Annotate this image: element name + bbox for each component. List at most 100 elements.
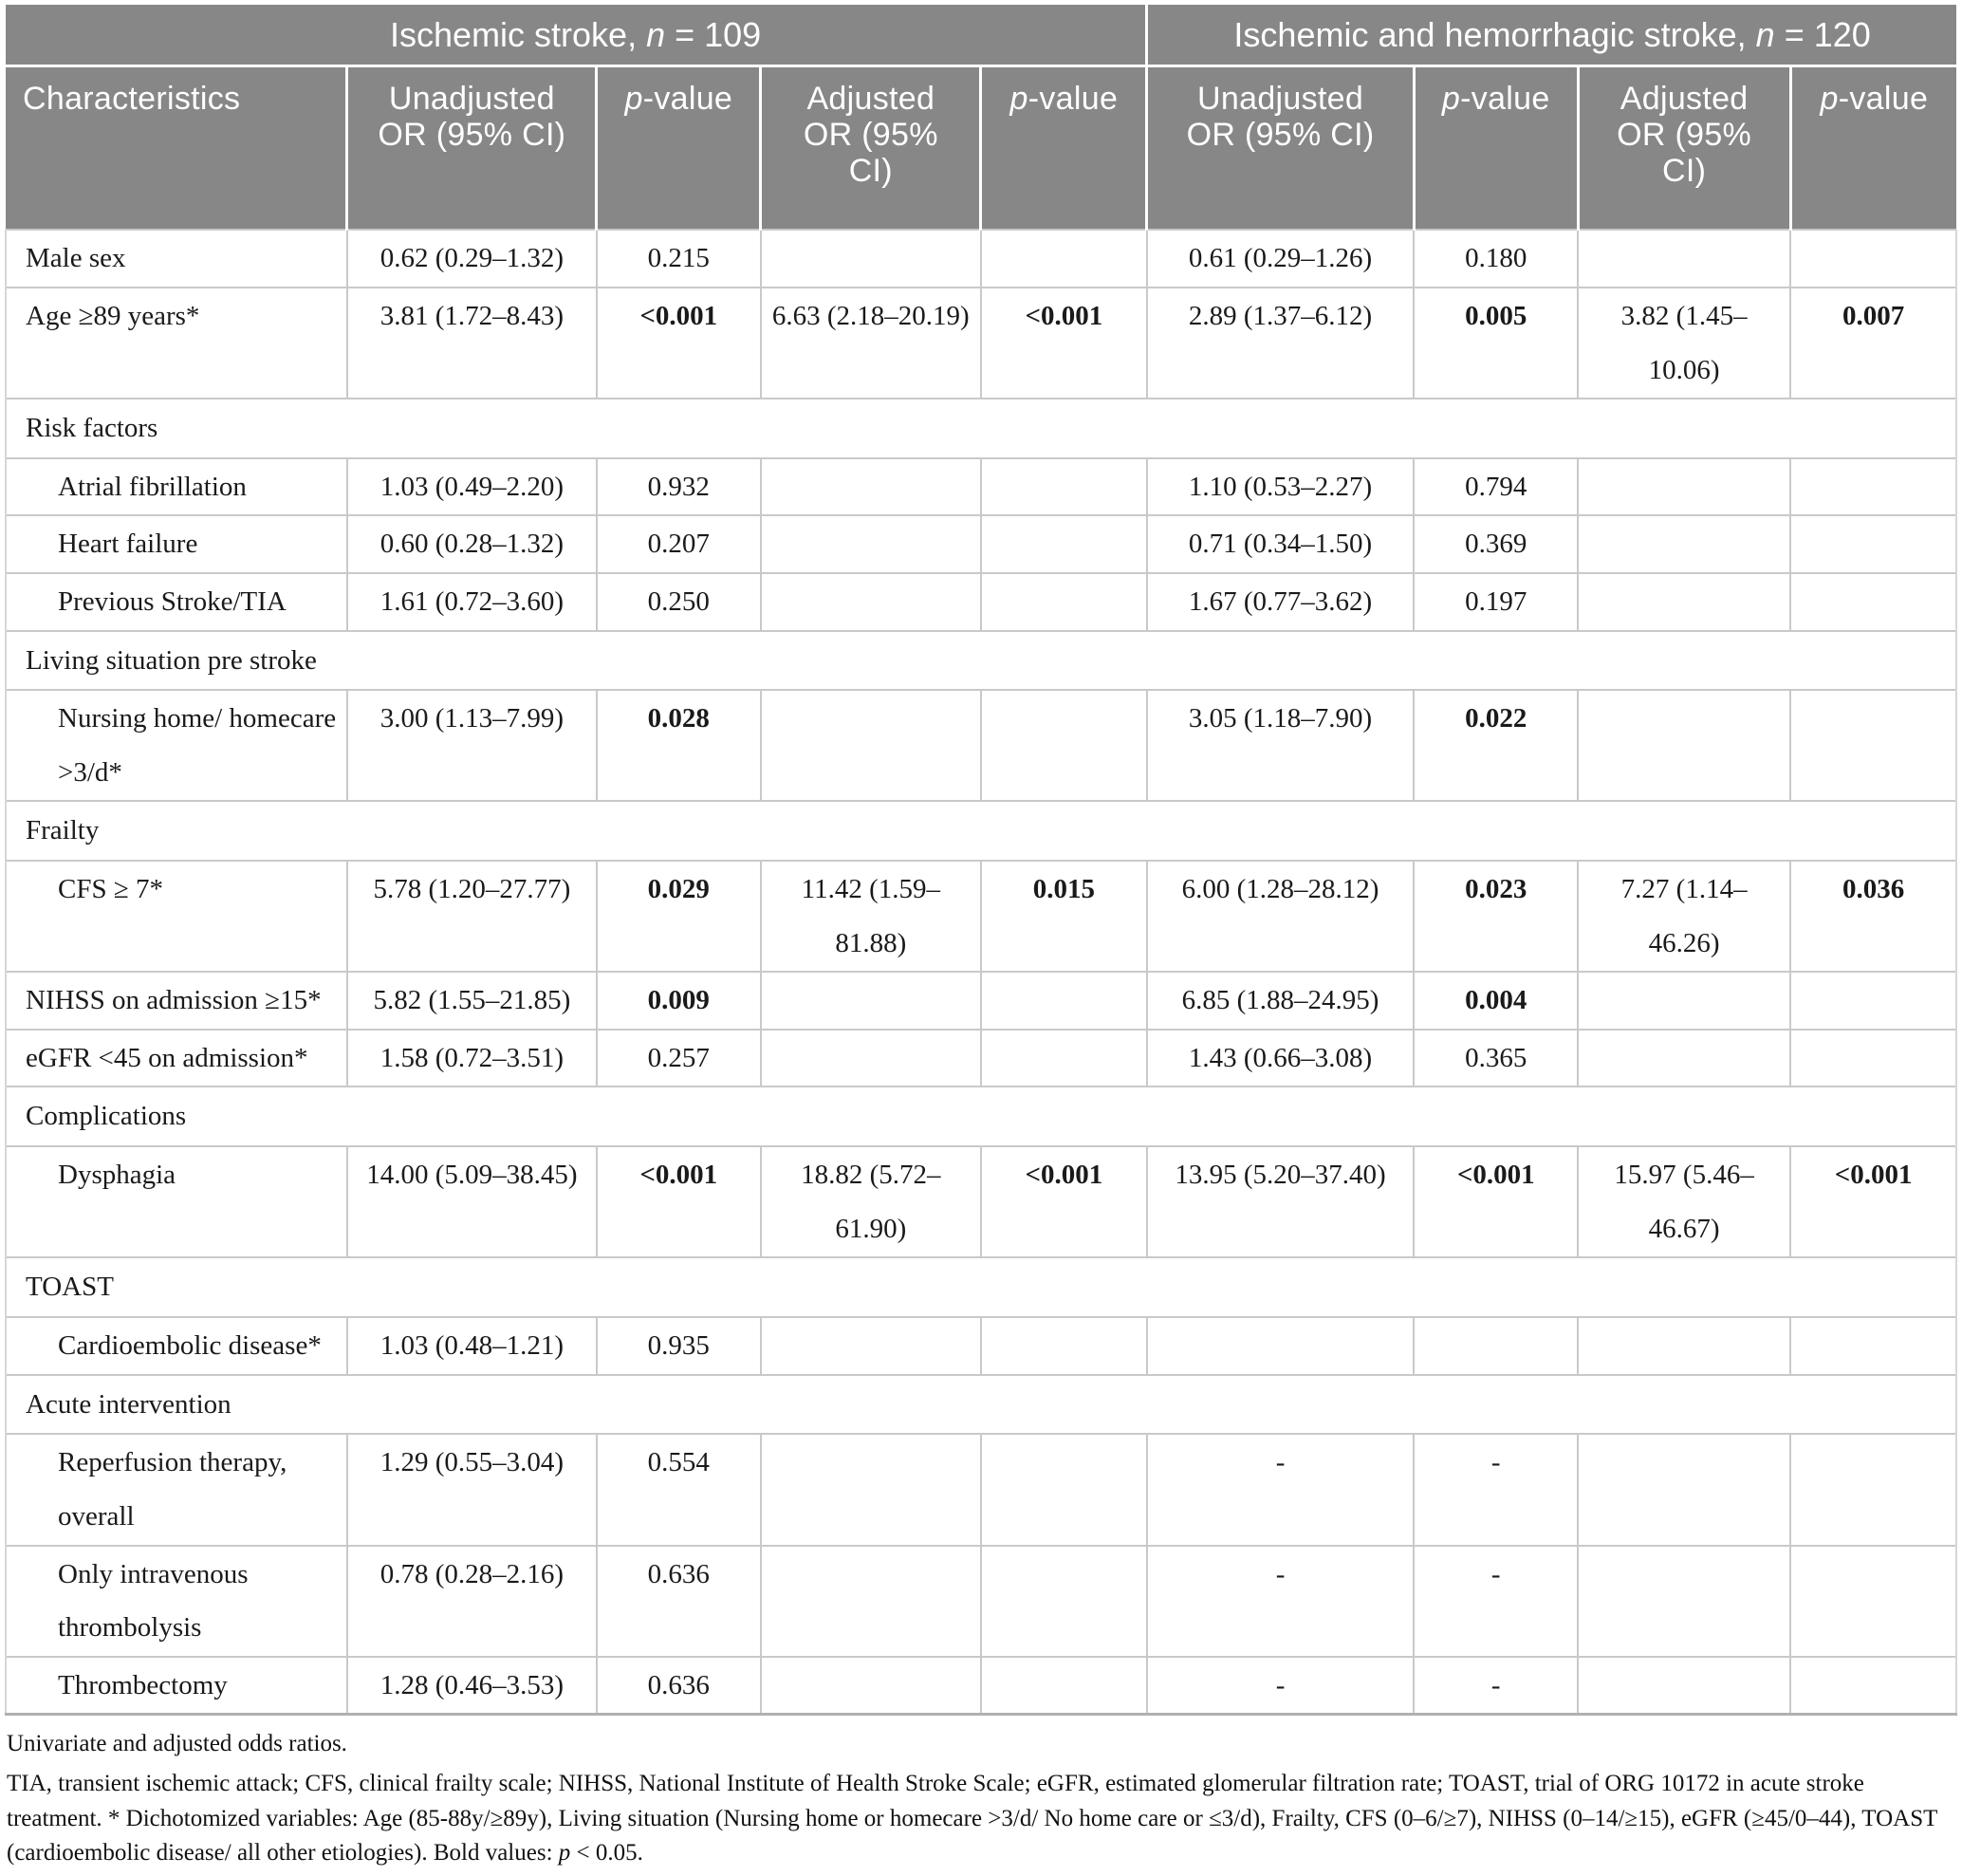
cell-p-value-adjusted-ischemic: [979, 1655, 1147, 1715]
section-label: TOAST: [5, 1256, 1957, 1318]
cell-adjusted-or-ischemic: 6.63 (2.18–20.19): [759, 286, 981, 399]
cell-unadjusted-or-ischemic: 0.78 (0.28–2.16): [345, 1544, 597, 1657]
cell-unadjusted-or-combined: 1.67 (0.77–3.62): [1145, 571, 1415, 631]
row-label: NIHSS on admission ≥15*: [5, 971, 347, 1030]
data-row: NIHSS on admission ≥15* 5.82 (1.55–21.85)…: [5, 971, 1957, 1030]
row-label: CFS ≥ 7*: [5, 860, 347, 973]
cell-p-value-adjusted-combined: [1789, 514, 1957, 573]
data-row: eGFR <45 on admission* 1.58 (0.72–3.51) 0.…: [5, 1028, 1957, 1087]
section-row: Frailty: [5, 800, 1957, 862]
cell-p-value-adjusted-ischemic: [979, 1316, 1147, 1375]
cell-adjusted-or-combined: 15.97 (5.46–46.67): [1577, 1145, 1791, 1258]
cell-p-value-unadjusted-ischemic: 0.935: [595, 1316, 761, 1375]
footnote-p-threshold: < 0.05.: [570, 1839, 643, 1866]
cell-p-value-unadjusted-ischemic: 0.257: [595, 1028, 761, 1087]
row-label: Cardioembolic disease*: [5, 1316, 347, 1375]
cell-unadjusted-or-ischemic: 5.82 (1.55–21.85): [345, 971, 597, 1030]
cell-adjusted-or-ischemic: [759, 1028, 981, 1087]
cell-p-value-unadjusted-ischemic: 0.636: [595, 1655, 761, 1715]
row-label: Only intravenous thrombolysis: [5, 1544, 347, 1657]
cell-adjusted-or-combined: [1577, 1316, 1791, 1375]
cell-p-value-unadjusted-ischemic: 0.932: [595, 456, 761, 516]
cell-unadjusted-or-ischemic: 1.03 (0.49–2.20): [345, 456, 597, 516]
cell-adjusted-or-combined: [1577, 1544, 1791, 1657]
row-label: Reperfusion therapy, overall: [5, 1433, 347, 1546]
row-label: Previous Stroke/TIA: [5, 571, 347, 631]
row-label: eGFR <45 on admission*: [5, 1028, 347, 1087]
cell-unadjusted-or-ischemic: 0.60 (0.28–1.32): [345, 514, 597, 573]
cell-p-value-adjusted-combined: [1789, 1655, 1957, 1715]
column-header-unadjusted-or-ischemic: Unadjusted OR (95% CI): [345, 65, 597, 231]
row-label: Thrombectomy: [5, 1655, 347, 1715]
cell-p-value-unadjusted-ischemic: 0.009: [595, 971, 761, 1030]
data-row: Reperfusion therapy, overall 1.29 (0.55–3…: [5, 1433, 1957, 1546]
data-row: Cardioembolic disease* 1.03 (0.48–1.21) 0.…: [5, 1316, 1957, 1375]
cell-p-value-adjusted-ischemic: <0.001: [979, 1145, 1147, 1258]
cell-p-value-adjusted-ischemic: <0.001: [979, 286, 1147, 399]
cell-p-value-adjusted-ischemic: [979, 229, 1147, 288]
cell-p-value-adjusted-ischemic: [979, 1028, 1147, 1087]
cell-adjusted-or-combined: [1577, 571, 1791, 631]
data-row: Only intravenous thrombolysis 0.78 (0.28–…: [5, 1544, 1957, 1657]
cell-adjusted-or-ischemic: [759, 689, 981, 802]
footnote-odds-ratios: Univariate and adjusted odds ratios.: [7, 1727, 1955, 1761]
cell-p-value-unadjusted-ischemic: 0.215: [595, 229, 761, 288]
cell-adjusted-or-ischemic: [759, 1433, 981, 1546]
cell-p-value-unadjusted-combined: 0.023: [1413, 860, 1579, 973]
cell-p-value-unadjusted-ischemic: 0.636: [595, 1544, 761, 1657]
cell-p-value-adjusted-combined: [1789, 1433, 1957, 1546]
section-label: Living situation pre stroke: [5, 629, 1957, 691]
column-header-row: Characteristics Unadjusted OR (95% CI) p-va…: [6, 65, 1956, 231]
cell-unadjusted-or-ischemic: 1.29 (0.55–3.04): [345, 1433, 597, 1546]
data-row: Previous Stroke/TIA 1.61 (0.72–3.60) 0.250…: [5, 571, 1957, 631]
cell-p-value-adjusted-ischemic: [979, 456, 1147, 516]
cell-unadjusted-or-ischemic: 1.61 (0.72–3.60): [345, 571, 597, 631]
data-row: Heart failure 0.60 (0.28–1.32) 0.207 0.71 (…: [5, 514, 1957, 573]
footnote-abbreviations-text: TIA, transient ischemic attack; CFS, cli…: [7, 1771, 1937, 1866]
footnote-line1-text: Univariate and adjusted odds ratios.: [7, 1731, 347, 1757]
cell-adjusted-or-ischemic: [759, 571, 981, 631]
cell-p-value-unadjusted-ischemic: 0.554: [595, 1433, 761, 1546]
group-header-1: Ischemic stroke, n = 109: [6, 5, 1147, 68]
data-row: Atrial fibrillation 1.03 (0.49–2.20) 0.932…: [5, 456, 1957, 516]
cell-p-value-unadjusted-ischemic: 0.028: [595, 689, 761, 802]
data-row: Nursing home/ homecare >3/d* 3.00 (1.13–7…: [5, 689, 1957, 802]
cell-p-value-unadjusted-combined: 0.794: [1413, 456, 1579, 516]
data-row: Dysphagia 14.00 (5.09–38.45) <0.001 18.82 (…: [5, 1145, 1957, 1258]
section-label: Risk factors: [5, 398, 1957, 458]
cell-unadjusted-or-combined: 2.89 (1.37–6.12): [1145, 286, 1415, 399]
cell-unadjusted-or-combined: 3.05 (1.18–7.90): [1145, 689, 1415, 802]
cell-p-value-adjusted-combined: 0.007: [1789, 286, 1957, 399]
cell-p-value-unadjusted-combined: [1413, 1316, 1579, 1375]
cell-p-value-adjusted-ischemic: [979, 514, 1147, 573]
cell-unadjusted-or-ischemic: 3.81 (1.72–8.43): [345, 286, 597, 399]
group-header-row: Ischemic stroke, n = 109 Ischemic and hem…: [6, 5, 1956, 68]
table-body: Male sex 0.62 (0.29–1.32) 0.215 0.61 (0.29–…: [5, 229, 1957, 1715]
cell-adjusted-or-combined: [1577, 229, 1791, 288]
cell-p-value-adjusted-combined: [1789, 1316, 1957, 1375]
cell-adjusted-or-ischemic: [759, 1316, 981, 1375]
section-row: Risk factors: [5, 398, 1957, 458]
cell-unadjusted-or-combined: -: [1145, 1544, 1415, 1657]
cell-adjusted-or-ischemic: [759, 971, 981, 1030]
section-row: Living situation pre stroke: [5, 629, 1957, 691]
cell-p-value-adjusted-combined: [1789, 571, 1957, 631]
cell-adjusted-or-combined: [1577, 1028, 1791, 1087]
column-header-p-value-unadjusted-combined: p-value: [1412, 65, 1579, 231]
cell-p-value-adjusted-ischemic: [979, 689, 1147, 802]
cell-adjusted-or-combined: 7.27 (1.14–46.26): [1577, 860, 1791, 973]
cell-adjusted-or-ischemic: 18.82 (5.72–61.90): [759, 1145, 981, 1258]
cell-p-value-unadjusted-combined: 0.180: [1413, 229, 1579, 288]
table-header: Ischemic stroke, n = 109 Ischemic and hem…: [6, 5, 1956, 231]
cell-p-value-unadjusted-ischemic: 0.029: [595, 860, 761, 973]
cell-p-value-adjusted-combined: [1789, 456, 1957, 516]
cell-p-value-adjusted-combined: [1789, 971, 1957, 1030]
cell-unadjusted-or-ischemic: 3.00 (1.13–7.99): [345, 689, 597, 802]
table-footnotes: Univariate and adjusted odds ratios. TIA…: [5, 1727, 1957, 1870]
cell-unadjusted-or-ischemic: 1.28 (0.46–3.53): [345, 1655, 597, 1715]
cell-p-value-unadjusted-combined: -: [1413, 1655, 1579, 1715]
cell-adjusted-or-combined: [1577, 456, 1791, 516]
section-row: Acute intervention: [5, 1373, 1957, 1435]
row-label: Nursing home/ homecare >3/d*: [5, 689, 347, 802]
cell-adjusted-or-combined: 3.82 (1.45–10.06): [1577, 286, 1791, 399]
